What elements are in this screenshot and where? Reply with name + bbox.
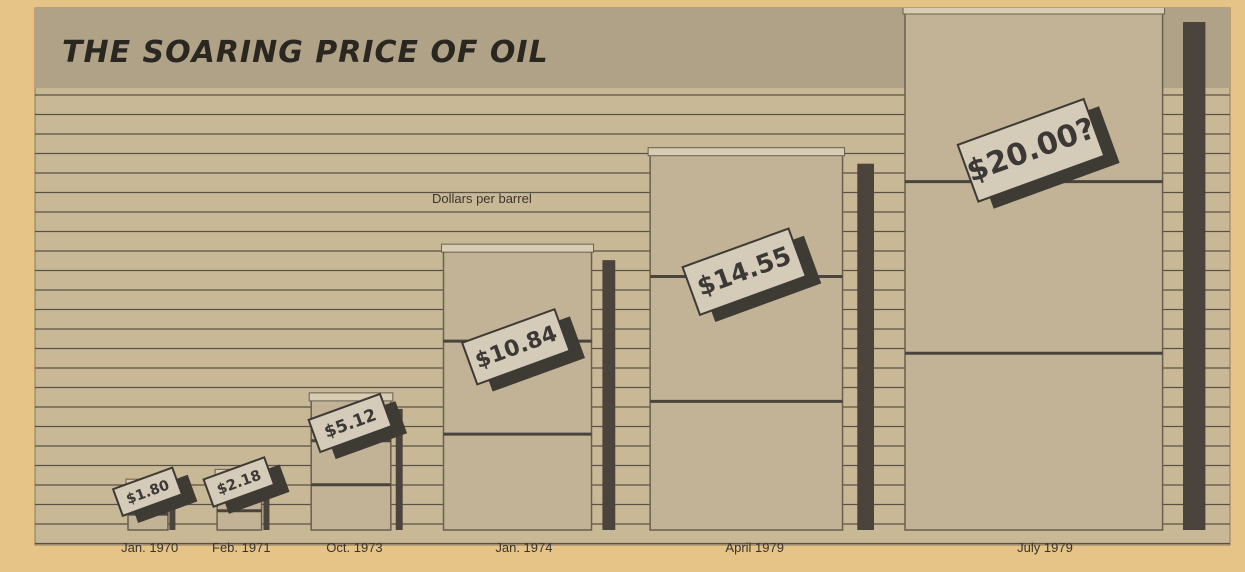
barrel-shadow bbox=[602, 260, 615, 530]
chart-title: THE SOARING PRICE OF OIL bbox=[62, 35, 549, 70]
barrel-lid bbox=[648, 148, 844, 156]
x-tick-label: Jan. 1974 bbox=[495, 540, 552, 555]
barrel: $14.55 bbox=[648, 148, 874, 530]
barrel: $10.84 bbox=[441, 244, 615, 530]
bar bbox=[443, 248, 591, 530]
barrel: $20.00? bbox=[903, 6, 1205, 530]
barrel-shadow bbox=[1183, 22, 1205, 530]
barrel-lid bbox=[441, 244, 593, 252]
bar bbox=[650, 152, 842, 530]
chart: $1.80$2.18$5.12$10.84$14.55$20.00? THE S… bbox=[0, 0, 1245, 572]
barrel-shadow bbox=[857, 164, 874, 530]
bar bbox=[905, 10, 1163, 530]
x-tick-label: Jan. 1970 bbox=[121, 540, 178, 555]
barrel-lid bbox=[903, 6, 1165, 14]
chart-subtitle: Dollars per barrel bbox=[432, 191, 532, 206]
x-tick-label: July 1979 bbox=[1017, 540, 1073, 555]
x-tick-label: Feb. 1971 bbox=[212, 540, 271, 555]
x-tick-label: Oct. 1973 bbox=[326, 540, 382, 555]
x-tick-label: April 1979 bbox=[725, 540, 784, 555]
